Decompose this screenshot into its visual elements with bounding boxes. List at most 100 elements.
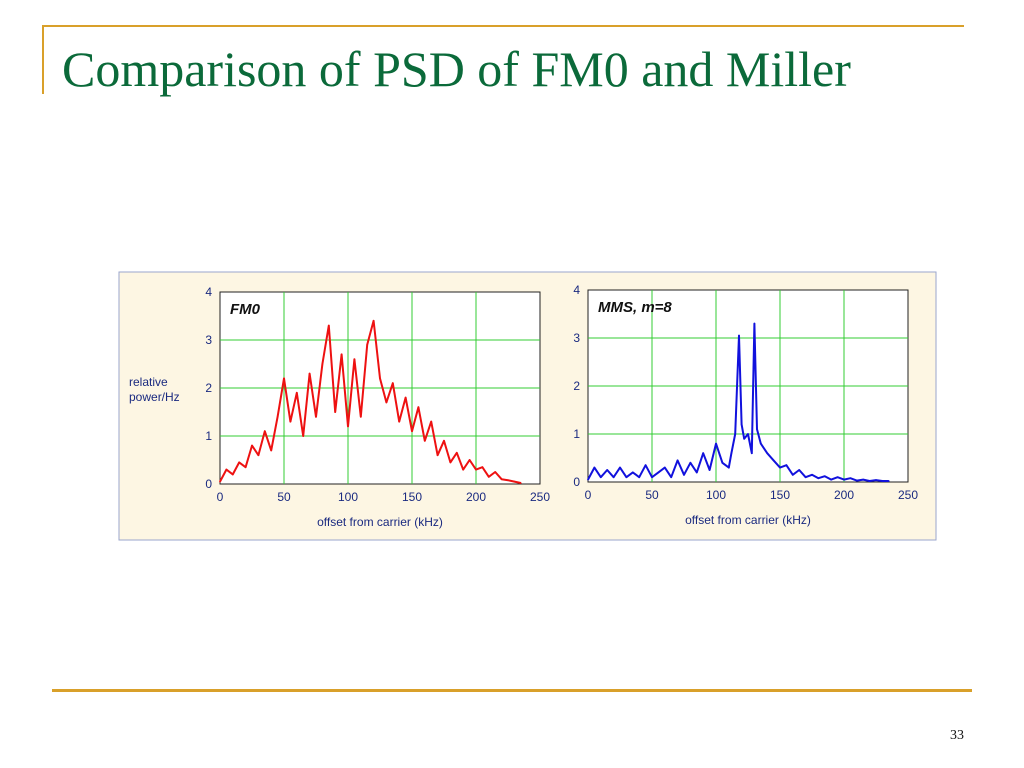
- miller-data-point: [625, 476, 628, 479]
- fm0-y-tick-label: 0: [205, 477, 212, 491]
- miller-data-point: [708, 469, 711, 471]
- fm0-data-point: [398, 420, 401, 423]
- miller-data-point: [792, 474, 794, 476]
- slide-title: Comparison of PSD of FM0 and Miller: [62, 41, 851, 97]
- fm0-data-point: [315, 416, 317, 418]
- fm0-data-point: [404, 396, 407, 399]
- title-accent-vertical: [42, 26, 44, 94]
- miller-data-point: [689, 462, 692, 464]
- fm0-data-point: [468, 459, 471, 461]
- fm0-data-point: [321, 363, 324, 365]
- fm0-data-point: [302, 435, 305, 437]
- fm0-data-point: [449, 461, 452, 464]
- miller-data-point: [593, 466, 596, 469]
- miller-data-point: [683, 474, 685, 476]
- fm0-x-tick-label: 0: [217, 490, 224, 504]
- fm0-data-point: [488, 476, 490, 478]
- miller-data-point: [740, 423, 743, 426]
- fm0-data-point: [392, 382, 394, 385]
- fm0-data-point: [456, 452, 458, 454]
- fm0-y-ticks: 0 1 2 3 4: [205, 285, 212, 491]
- miller-y-tick-label: 3: [573, 331, 580, 345]
- fm0-data-point: [334, 411, 337, 413]
- fm0-data-point: [385, 401, 388, 404]
- miller-data-point: [881, 480, 884, 482]
- title-accent-horizontal: [42, 25, 964, 27]
- miller-data-point: [632, 471, 634, 474]
- footer-rule: [52, 689, 972, 692]
- miller-data-point: [747, 433, 749, 435]
- fm0-data-point: [308, 372, 311, 375]
- fm0-data-point: [225, 468, 228, 471]
- miller-data-point: [836, 476, 839, 479]
- miller-data-point: [696, 471, 698, 474]
- miller-data-point: [811, 474, 813, 476]
- fm0-x-axis-label: offset from carrier (kHz): [317, 515, 443, 529]
- fm0-y-tick-label: 1: [205, 429, 212, 443]
- miller-data-point: [779, 466, 781, 469]
- miller-data-point: [830, 478, 832, 481]
- miller-data-point: [638, 476, 640, 479]
- miller-data-point: [766, 452, 768, 455]
- miller-y-tick-label: 4: [573, 283, 580, 297]
- fm0-data-point: [289, 420, 292, 423]
- fm0-data-point: [238, 461, 240, 464]
- miller-data-point: [798, 469, 800, 471]
- miller-data-point: [862, 478, 864, 481]
- miller-x-tick-label: 50: [645, 488, 659, 502]
- miller-data-point: [730, 452, 733, 455]
- fm0-x-tick-label: 150: [402, 490, 422, 504]
- miller-data-point: [738, 334, 740, 337]
- miller-x-axis-label: offset from carrier (kHz): [685, 513, 811, 527]
- fm0-data-point: [328, 324, 330, 327]
- miller-x-tick-label: 0: [585, 488, 592, 502]
- miller-data-point: [651, 476, 653, 479]
- fm0-data-point: [462, 468, 465, 471]
- fm0-data-point: [257, 454, 260, 457]
- fm0-data-point: [424, 440, 426, 442]
- fm0-data-point: [411, 430, 413, 433]
- miller-y-tick-label: 1: [573, 427, 580, 441]
- miller-data-point: [657, 471, 660, 474]
- fm0-data-point: [232, 473, 234, 476]
- miller-data-point: [817, 477, 820, 479]
- fm0-x-tick-label: 50: [277, 490, 291, 504]
- miller-data-point: [734, 433, 736, 435]
- miller-data-point: [760, 442, 762, 445]
- miller-data-point: [843, 478, 845, 481]
- fm0-data-point: [513, 480, 516, 483]
- miller-x-tick-label: 200: [834, 488, 854, 502]
- miller-data-point: [743, 438, 745, 440]
- fm0-data-point: [251, 444, 253, 447]
- fm0-data-point: [507, 479, 509, 481]
- fm0-data-point: [283, 377, 285, 380]
- fm0-data-point: [500, 478, 503, 481]
- miller-x-tick-label: 100: [706, 488, 726, 502]
- miller-grid: [588, 290, 908, 482]
- fm0-x-tick-label: 250: [530, 490, 550, 504]
- fm0-x-ticks: 0 50 100 150 200 250: [217, 490, 551, 504]
- fm0-data-point: [417, 406, 420, 409]
- miller-x-tick-label: 250: [898, 488, 918, 502]
- miller-data-point: [868, 480, 871, 482]
- fm0-data-point: [296, 392, 298, 394]
- fm0-chart: FM0 0 1 2 3 4 0 50 100 150 200 250 offset from ca…: [129, 285, 550, 529]
- miller-data-point: [756, 428, 758, 431]
- miller-data-point: [702, 452, 704, 455]
- fm0-data-point: [360, 416, 362, 418]
- page-number: 33: [950, 728, 964, 743]
- fm0-data-point: [430, 420, 433, 423]
- miller-x-ticks: 0 50 100 150 200 250: [585, 488, 919, 502]
- miller-data-point: [728, 466, 730, 469]
- fm0-data-point: [340, 353, 343, 356]
- miller-data-point: [804, 476, 807, 479]
- miller-data-point: [751, 452, 753, 455]
- fm0-y-tick-label: 4: [205, 285, 212, 299]
- fm0-data-point: [379, 377, 381, 380]
- fm0-data-point: [270, 449, 273, 452]
- fm0-x-tick-label: 100: [338, 490, 358, 504]
- fm0-data-point: [347, 425, 349, 428]
- fm0-x-tick-label: 200: [466, 490, 486, 504]
- fm0-data-point: [244, 466, 247, 469]
